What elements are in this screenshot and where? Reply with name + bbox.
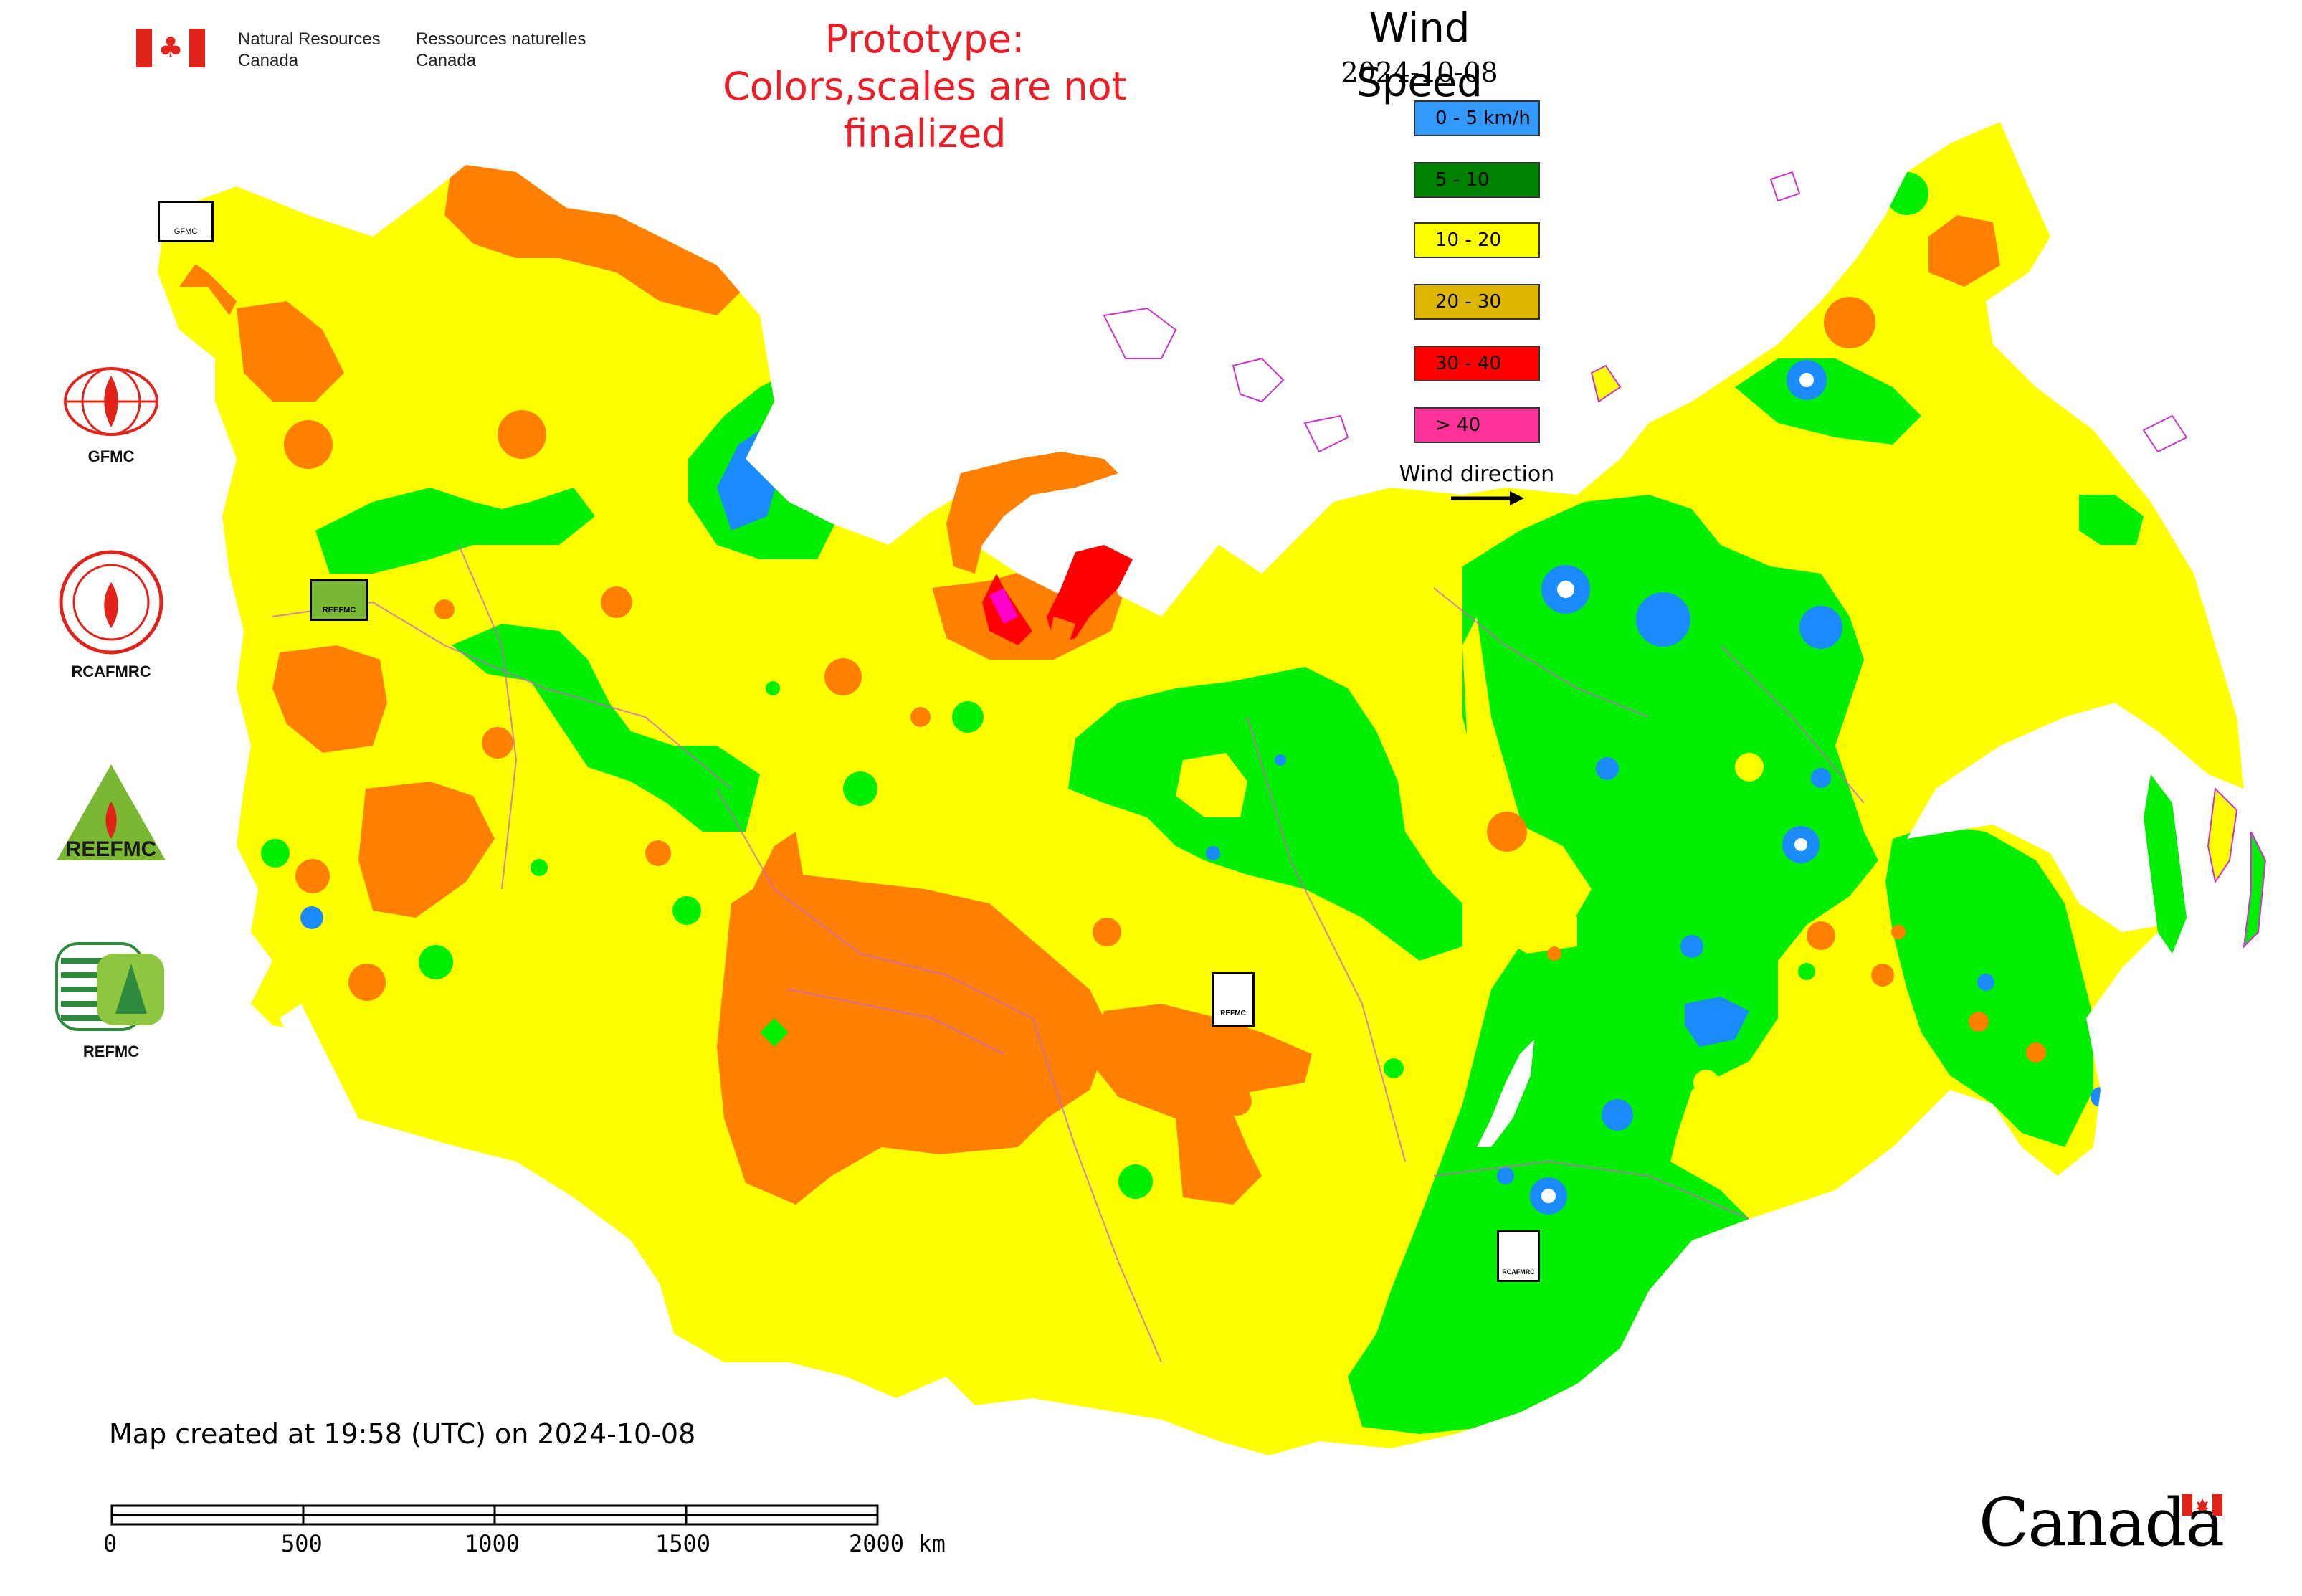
legend-item: 30 - 40: [1414, 346, 1540, 381]
gfmc-label: GFMC: [87, 447, 135, 465]
legend-item: 10 - 20: [1414, 222, 1540, 258]
nrcan-fr-line1: Ressources naturelles: [416, 29, 586, 49]
legend-item: > 40: [1414, 407, 1540, 443]
refmc-marker: REFMC: [1212, 972, 1255, 1027]
sakhalin: [2144, 774, 2187, 954]
legend-item-label: 10 - 20: [1435, 229, 1502, 251]
map-created-timestamp: Map created at 19:58 (UTC) on 2024-10-08: [109, 1418, 696, 1450]
reefmc-logo: REEFMC: [36, 760, 186, 870]
reefmc-logo-icon: REEFMC: [57, 764, 166, 861]
nrcan-en-line1: Natural Resources: [238, 29, 381, 49]
wind-direction-arrow-icon: [1451, 491, 1524, 505]
legend-item-label: 30 - 40: [1435, 353, 1502, 374]
rcafmrc-logo: RCAFMRC: [36, 545, 186, 681]
nrcan-en-line2: Canada: [238, 51, 299, 70]
arctic-islands: [1103, 171, 2267, 949]
legend-item-label: 5 - 10: [1435, 169, 1490, 191]
legend-item-label: > 40: [1435, 414, 1481, 436]
gfmc-marker: GFMC: [158, 201, 214, 242]
gfmc-logo: GFMC: [36, 358, 186, 466]
novaya-zemlya: [946, 452, 1133, 645]
legend-item: 0 - 5 km/h: [1414, 100, 1540, 136]
refmc-logo-icon: [55, 942, 164, 1031]
legend-item-label: 0 - 5 km/h: [1435, 108, 1531, 129]
scale-label-1000: 1000: [465, 1530, 520, 1557]
wind-direction-label: Wind direction: [1399, 462, 1555, 487]
legend-item: 20 - 30: [1414, 284, 1540, 320]
scale-label-2000: 2000 km: [849, 1530, 946, 1557]
rcafmrc-marker: RCAFMRC: [1497, 1230, 1540, 1282]
reefmc-wordmark: REEFMC: [66, 837, 157, 861]
prototype-line1: Prototype:: [824, 16, 1025, 62]
reefmc-marker: REEFMC: [310, 579, 368, 621]
refmc-logo: REFMC: [36, 939, 186, 1061]
prototype-notice: Prototype: Colors,scales are not finaliz…: [645, 16, 1204, 158]
legend-item-label: 20 - 30: [1435, 291, 1502, 313]
scale-label-1500: 1500: [655, 1530, 711, 1557]
canada-flag-icon: ♣: [136, 29, 205, 67]
rcafmrc-logo-icon: [59, 550, 163, 655]
scale-bar: [110, 1504, 879, 1526]
prototype-line2: Colors,scales are not finalized: [723, 64, 1127, 156]
rcafmrc-label: RCAFMRC: [71, 662, 151, 680]
nrcan-fr-line2: Canada: [416, 51, 477, 70]
legend-date: 2024-10-08: [1341, 57, 1498, 88]
gfmc-logo-icon: [64, 367, 158, 436]
scale-label-0: 0: [103, 1530, 118, 1557]
legend-item: 5 - 10: [1414, 162, 1540, 198]
canada-wordmark-flag-icon: [2182, 1494, 2222, 1516]
legend-title: Wind Speed: [1356, 5, 1483, 106]
refmc-label: REFMC: [82, 1042, 140, 1060]
scale-label-500: 500: [281, 1530, 323, 1557]
